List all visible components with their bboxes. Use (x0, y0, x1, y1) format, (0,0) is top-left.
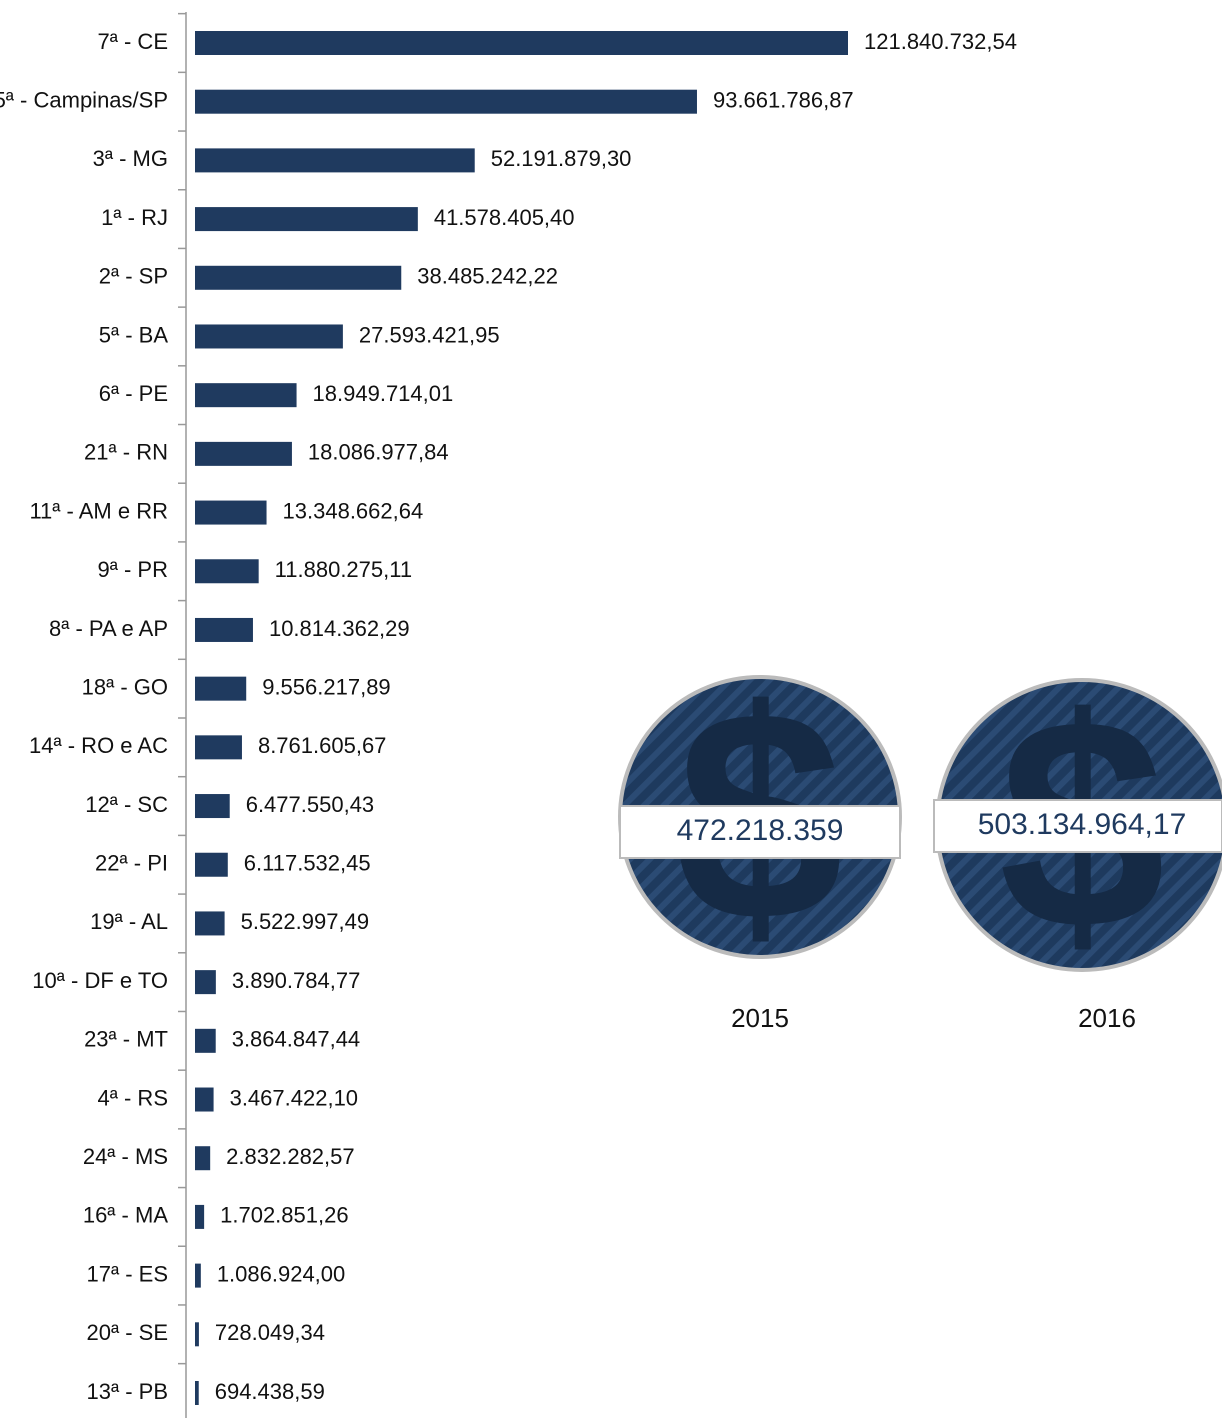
bar (195, 852, 228, 877)
bar (195, 324, 343, 349)
value-label: 8.761.605,67 (258, 733, 386, 758)
value-label: 3.890.784,77 (232, 968, 360, 993)
value-label: 3.864.847,44 (232, 1027, 360, 1052)
category-label: 6ª - PE (99, 381, 168, 406)
bar (195, 559, 259, 584)
bar (195, 911, 225, 936)
bar (195, 500, 267, 525)
value-label: 694.438,59 (215, 1379, 325, 1404)
category-label: 1ª - RJ (101, 205, 168, 230)
bar (195, 1146, 211, 1171)
category-label: 16ª - MA (83, 1203, 168, 1228)
category-label: 18ª - GO (82, 674, 168, 699)
category-label: 7ª - CE (98, 29, 169, 54)
bar (195, 617, 253, 642)
category-label: 21ª - RN (84, 440, 168, 465)
bar (195, 970, 216, 995)
year-label: 2016 (1078, 1003, 1136, 1033)
category-label: 13ª - PB (86, 1379, 168, 1404)
bar (195, 1322, 199, 1347)
value-label: 93.661.786,87 (713, 88, 854, 113)
bar (195, 441, 292, 466)
value-label: 38.485.242,22 (417, 264, 558, 289)
value-label: 1.702.851,26 (220, 1203, 348, 1228)
bar (195, 676, 247, 701)
bar (195, 1028, 216, 1053)
category-label: 24ª - MS (83, 1144, 168, 1169)
total-2015: $ 472.218.359 2015 (618, 675, 902, 1033)
bar (195, 735, 242, 760)
category-label: 19ª - AL (90, 909, 168, 934)
category-label: 15ª - Campinas/SP (0, 88, 168, 113)
category-label: 14ª - RO e AC (29, 733, 168, 758)
category-label: 8ª - PA e AP (49, 616, 168, 641)
bar (195, 383, 297, 408)
total-2016: $ 503.134.964,17 2016 (933, 678, 1222, 1033)
value-label: 18.949.714,01 (313, 381, 454, 406)
category-label: 20ª - SE (86, 1320, 168, 1345)
value-label: 52.191.879,30 (491, 146, 632, 171)
bar (195, 207, 418, 232)
category-label: 17ª - ES (86, 1261, 168, 1286)
bar (195, 1204, 205, 1229)
category-label: 12ª - SC (85, 792, 168, 817)
value-label: 6.477.550,43 (246, 792, 374, 817)
bar (195, 1087, 214, 1112)
value-label: 41.578.405,40 (434, 205, 575, 230)
value-label: 6.117.532,45 (244, 851, 371, 876)
value-label: 11.880.275,11 (275, 557, 412, 582)
value-label: 13.348.662,64 (283, 498, 424, 523)
bar (195, 1263, 201, 1288)
bar (195, 31, 848, 55)
value-label: 121.840.732,54 (864, 29, 1017, 54)
bar (195, 265, 402, 290)
value-label: 1.086.924,00 (217, 1261, 345, 1286)
bar (195, 794, 230, 819)
label-band (619, 805, 901, 859)
value-label: 2.832.282,57 (226, 1144, 354, 1169)
year-label: 2015 (731, 1003, 789, 1033)
total-label: 472.218.359 (677, 814, 844, 847)
category-label: 9ª - PR (98, 557, 169, 582)
category-label: 11ª - AM e RR (29, 498, 168, 523)
category-label: 10ª - DF e TO (32, 968, 168, 993)
category-label: 5ª - BA (99, 322, 169, 347)
value-label: 728.049,34 (215, 1320, 325, 1345)
category-label: 22ª - PI (95, 851, 168, 876)
value-label: 10.814.362,29 (269, 616, 410, 641)
category-label: 3ª - MG (93, 146, 168, 171)
value-label: 3.467.422,10 (230, 1085, 358, 1110)
bar (195, 89, 697, 114)
category-label: 23ª - MT (84, 1027, 168, 1052)
value-label: 9.556.217,89 (262, 674, 390, 699)
value-label: 5.522.997,49 (241, 909, 369, 934)
bar (195, 1381, 199, 1405)
label-band (933, 799, 1222, 853)
total-label: 503.134.964,17 (978, 808, 1187, 841)
value-label: 18.086.977,84 (308, 440, 449, 465)
value-label: 27.593.421,95 (359, 322, 500, 347)
bar (195, 148, 475, 173)
category-label: 2ª - SP (99, 264, 168, 289)
category-label: 4ª - RS (98, 1085, 169, 1110)
